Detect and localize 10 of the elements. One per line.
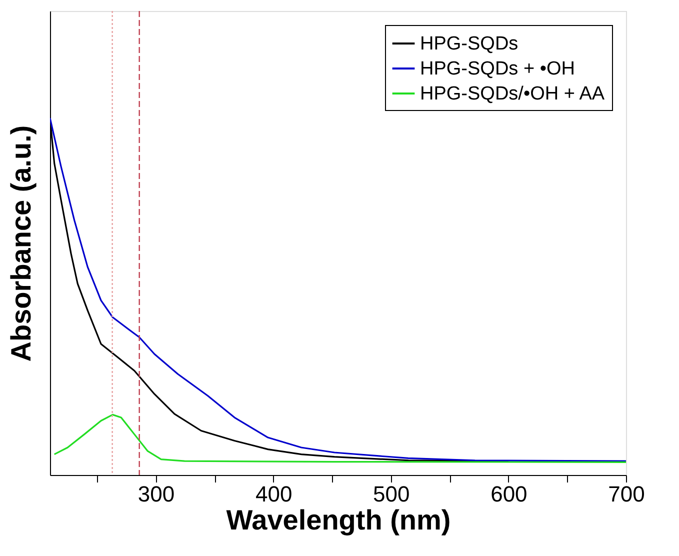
legend-label: HPG-SQDs/•OH + AA [420,84,605,104]
x-tick-label: 700 [608,482,645,506]
y-axis-title: Absorbance (a.u.) [6,125,36,362]
x-tick-label: 400 [255,482,292,506]
x-tick-label: 500 [373,482,410,506]
x-tick-label: 600 [490,482,528,506]
legend-label: HPG-SQDs [420,34,518,54]
legend-label: HPG-SQDs + •OH [420,58,575,80]
x-axis-title: Wavelength (nm) [226,504,451,536]
x-tick-label: 300 [138,482,175,506]
